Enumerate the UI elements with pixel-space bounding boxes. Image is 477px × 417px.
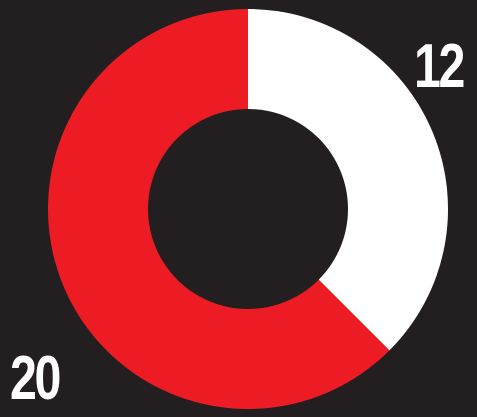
donut-slice-12 bbox=[248, 9, 448, 351]
slice-label-red: 20 bbox=[10, 344, 61, 413]
donut-hole bbox=[148, 109, 348, 309]
slice-label-white: 12 bbox=[414, 32, 465, 101]
